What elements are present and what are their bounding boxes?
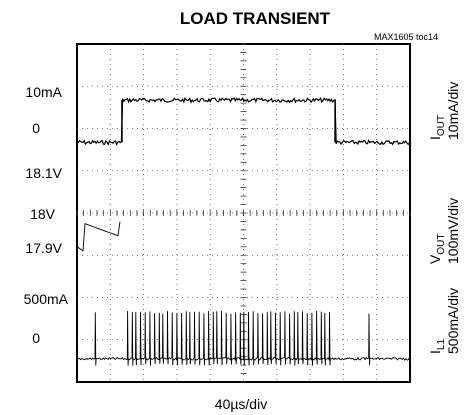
trace3-scale-label: 500mA/div bbox=[445, 288, 461, 354]
svg-text:10mA/div: 10mA/div bbox=[445, 82, 461, 140]
trace1-scale-label: 10mA/div bbox=[445, 82, 461, 140]
svg-text:VOUT: VOUT bbox=[427, 234, 447, 264]
trace3-channel-label: IL1 bbox=[427, 339, 447, 354]
trace1-channel-label: IOUT bbox=[427, 115, 447, 140]
chart-title: LOAD TRANSIENT bbox=[180, 9, 331, 28]
svg-text:IOUT: IOUT bbox=[427, 115, 447, 140]
trace2-label-mid: 18V bbox=[30, 206, 56, 222]
trace1-label-zero: 0 bbox=[32, 120, 40, 136]
trace1-label-high: 10mA bbox=[25, 84, 62, 100]
trace2-channel-label: VOUT bbox=[427, 234, 447, 264]
trace-iout bbox=[76, 96, 410, 146]
svg-text:100mV/div: 100mV/div bbox=[445, 198, 461, 264]
trace-il1 bbox=[76, 310, 410, 366]
trace3-label-high: 500mA bbox=[24, 291, 69, 307]
scope-grid bbox=[76, 43, 411, 383]
trace2-label-low: 17.9V bbox=[25, 240, 62, 256]
trace3-label-zero: 0 bbox=[32, 330, 40, 346]
svg-text:500mA/div: 500mA/div bbox=[445, 288, 461, 354]
x-axis-label: 40µs/div bbox=[215, 396, 267, 412]
scope-traces bbox=[76, 96, 410, 366]
trace-vout bbox=[76, 221, 121, 252]
svg-text:IL1: IL1 bbox=[427, 339, 447, 354]
trace2-label-high: 18.1V bbox=[25, 165, 62, 181]
trace2-scale-label: 100mV/div bbox=[445, 198, 461, 264]
figure-id: MAX1605 toc14 bbox=[374, 32, 438, 42]
